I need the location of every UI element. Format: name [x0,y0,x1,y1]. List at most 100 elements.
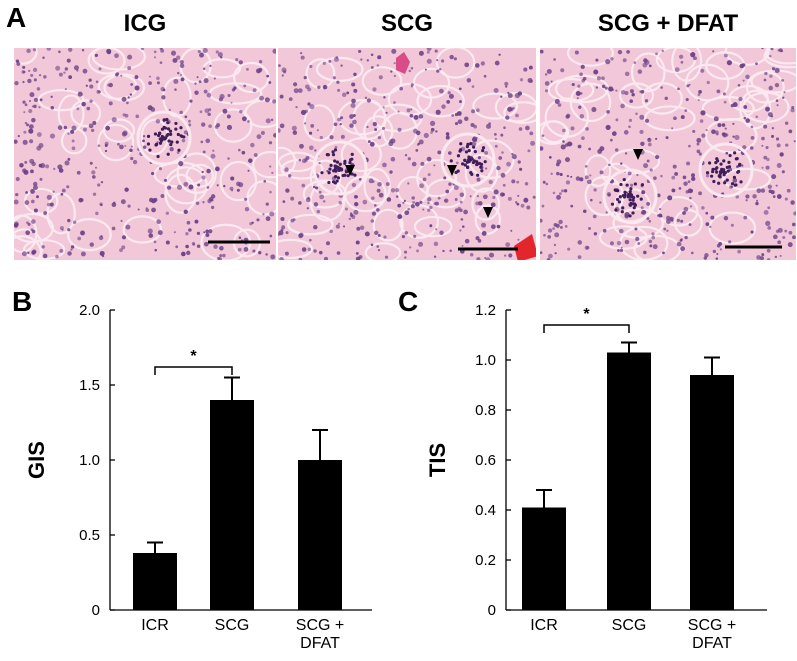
nucleus [99,250,105,256]
nucleus [756,188,762,194]
nucleus [617,200,622,204]
nucleus [231,88,236,92]
nucleus [300,55,305,60]
nucleus [418,114,424,119]
y-tick-label: 0.6 [475,452,496,469]
nucleus [176,151,180,154]
nucleus [459,192,465,197]
nucleus [477,156,481,160]
nucleus [71,125,77,131]
nucleus [423,132,429,139]
tubule-outline [764,48,796,65]
nucleus [427,173,431,177]
nucleus [253,153,258,158]
nucleus [426,48,432,51]
nucleus [783,91,786,94]
nucleus [467,160,471,164]
nucleus [498,156,503,160]
nucleus [322,61,326,65]
tubule-outline [658,195,699,227]
nucleus [722,92,726,96]
nucleus [644,59,650,65]
tubule-outline [233,61,270,94]
nucleus [111,226,116,231]
nucleus [462,225,465,228]
tubule-outline [213,108,253,143]
nucleus [725,151,729,155]
nucleus [776,104,779,107]
nucleus [256,218,260,222]
nucleus [176,55,181,60]
nucleus [89,161,93,165]
nucleus [55,254,59,259]
nucleus [411,161,417,167]
tubule-outline [70,99,102,128]
nucleus [32,249,37,254]
nucleus [88,123,94,129]
nucleus [717,181,721,185]
nucleus [22,168,27,173]
nucleus [490,224,496,230]
micrograph-scg [278,48,536,260]
nucleus [279,256,284,260]
nucleus [322,200,326,203]
nucleus [364,96,368,100]
nucleus [166,185,172,190]
nucleus [121,96,127,102]
nucleus [406,108,411,113]
nucleus [671,127,674,130]
nucleus [249,222,253,226]
nucleus [771,67,776,71]
nucleus [33,104,37,109]
nucleus [382,106,385,109]
nucleus [620,162,623,165]
nucleus [588,227,591,230]
nucleus [561,189,564,193]
nucleus [476,177,481,182]
nucleus [716,89,721,94]
nucleus [524,182,529,186]
nucleus [547,228,553,233]
nucleus [17,134,20,138]
nucleus [318,250,323,255]
nucleus [517,160,521,164]
nucleus [129,93,133,96]
nucleus [14,80,19,86]
nucleus [648,239,653,244]
nucleus [183,181,189,187]
nucleus [97,90,101,94]
nucleus [170,140,174,144]
nucleus [614,148,619,152]
nucleus [641,190,646,195]
nucleus [445,135,450,140]
nucleus [399,86,403,91]
nucleus [397,214,403,220]
nucleus [476,108,480,113]
nucleus [500,172,506,178]
nucleus [577,84,581,88]
nucleus [628,190,632,194]
nucleus [413,115,419,120]
nucleus [732,178,738,183]
nucleus [383,235,387,239]
nucleus [584,165,588,168]
nucleus [504,254,507,257]
nucleus [76,107,80,111]
nucleus [343,161,347,165]
tubule-outline [66,218,112,252]
nucleus [148,148,152,152]
micrograph-title-scg: SCG [380,10,433,37]
nucleus [210,205,215,210]
nucleus [22,100,26,104]
tubule-outline [372,208,404,242]
nucleus [651,232,655,236]
tubule-outline [472,92,519,120]
nucleus [505,115,510,120]
tubule-outline [286,213,334,236]
nucleus [723,181,727,185]
nucleus [32,185,38,191]
nucleus [89,99,93,103]
nucleus [722,132,728,138]
nucleus [677,87,680,91]
nucleus [53,167,56,171]
